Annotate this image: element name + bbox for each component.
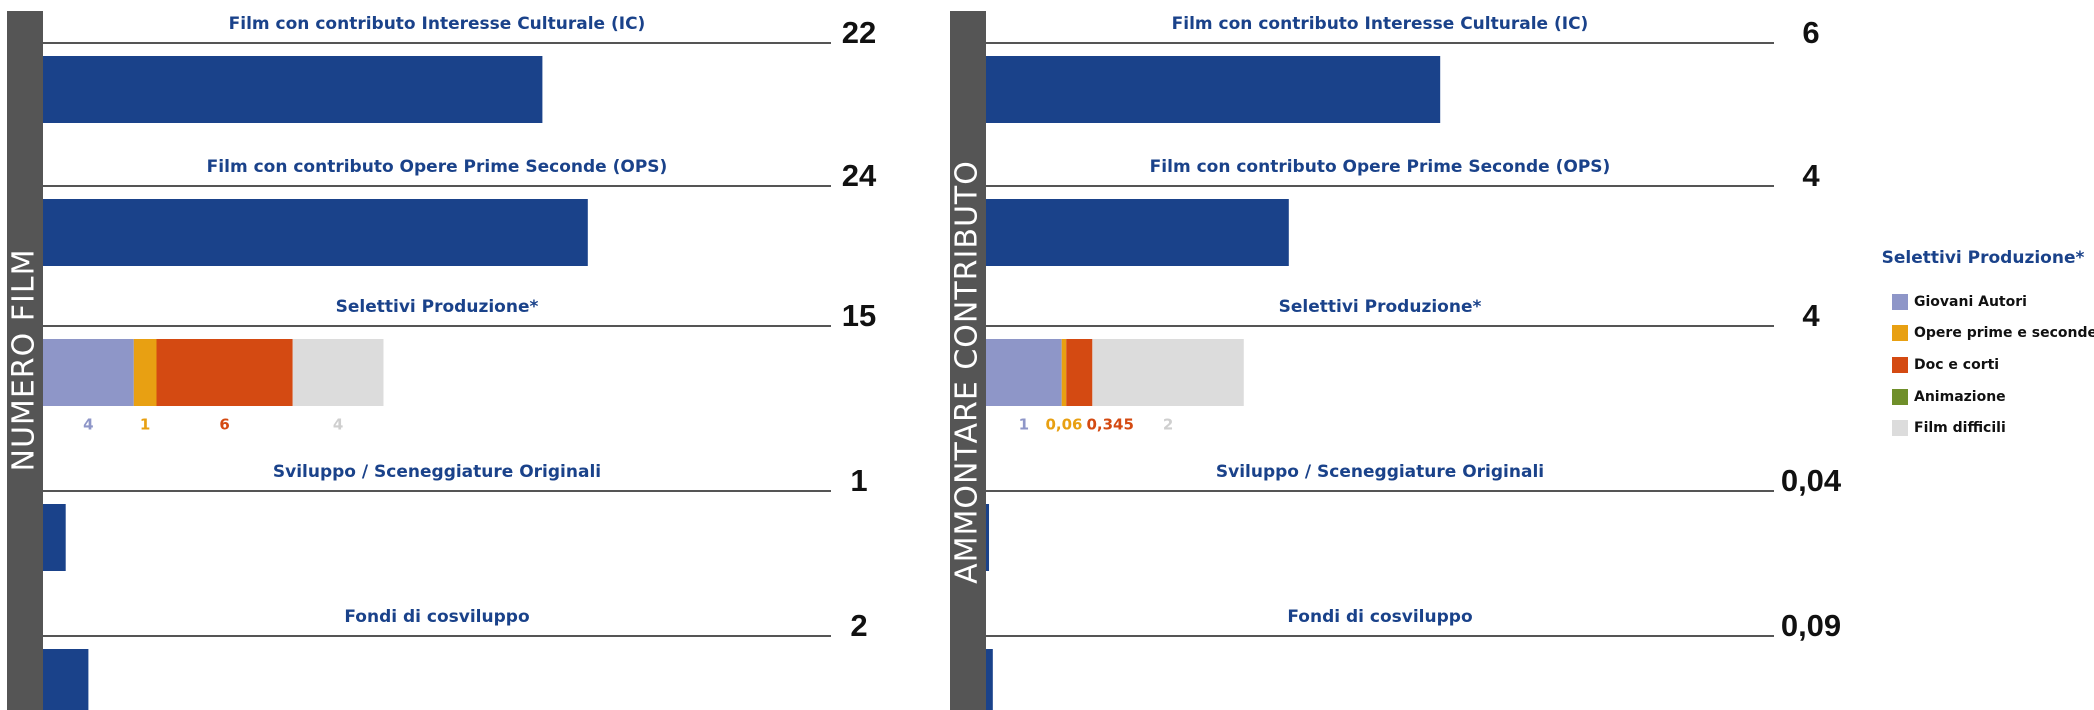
legend-label: Film difficili	[1914, 420, 2006, 436]
bar-segment	[986, 339, 1062, 406]
row-title: Selettivi Produzione*	[336, 297, 539, 317]
row-title: Fondi di cosviluppo	[344, 607, 529, 627]
row-total: 15	[842, 298, 876, 333]
row-total: 24	[842, 158, 877, 193]
bar-segment	[1066, 339, 1093, 406]
legend-label: Animazione	[1914, 389, 2006, 405]
segment-label: 0,06	[1045, 416, 1082, 434]
legend-swatch	[1892, 294, 1908, 310]
bar	[43, 199, 588, 266]
row-title: Sviluppo / Sceneggiature Originali	[273, 462, 601, 482]
bar	[986, 504, 990, 571]
legend-label: Opere prime e seconde	[1914, 325, 2094, 341]
row-total: 0,09	[1781, 608, 1841, 643]
axis-band	[950, 11, 986, 710]
row-total: 2	[850, 608, 867, 643]
bar-segment	[133, 339, 157, 406]
legend-label: Doc e corti	[1914, 357, 1999, 373]
axis-band	[7, 11, 43, 710]
row-title: Film con contributo Interesse Culturale …	[1172, 14, 1589, 34]
bar-segment	[156, 339, 293, 406]
segment-label: 2	[1163, 416, 1173, 434]
bar-segment	[1092, 339, 1244, 406]
segment-label: 1	[1019, 416, 1029, 434]
axis-label: NUMERO FILM	[7, 249, 42, 472]
row-title: Fondi di cosviluppo	[1287, 607, 1472, 627]
segment-label: 4	[83, 416, 93, 434]
legend-swatch	[1892, 420, 1908, 436]
row-title: Film con contributo Opere Prime Seconde …	[207, 157, 668, 177]
row-title: Selettivi Produzione*	[1279, 297, 1482, 317]
segment-label: 6	[219, 416, 229, 434]
bar	[43, 56, 543, 123]
bar	[43, 649, 89, 710]
legend-title: Selettivi Produzione*	[1882, 248, 2085, 268]
row-total: 4	[1802, 158, 1820, 193]
bar-segment	[43, 339, 134, 406]
bar	[986, 649, 993, 710]
legend-swatch	[1892, 357, 1908, 373]
bar-segment	[1061, 339, 1067, 406]
row-total: 6	[1802, 15, 1819, 50]
segment-label: 0,345	[1086, 416, 1133, 434]
bar	[986, 56, 1441, 123]
bar-segment	[292, 339, 384, 406]
row-total: 4	[1802, 298, 1820, 333]
row-total: 0,04	[1781, 463, 1842, 498]
legend-swatch	[1892, 389, 1908, 405]
legend-label: Giovani Autori	[1914, 294, 2027, 310]
row-title: Film con contributo Opere Prime Seconde …	[1150, 157, 1611, 177]
legend-swatch	[1892, 325, 1908, 341]
row-total: 22	[842, 15, 876, 50]
row-title: Film con contributo Interesse Culturale …	[229, 14, 646, 34]
bar	[43, 504, 66, 571]
row-total: 1	[850, 463, 867, 498]
segment-label: 4	[333, 416, 343, 434]
segment-label: 1	[140, 416, 150, 434]
axis-label: AMMONTARE CONTRIBUTO	[950, 160, 985, 584]
row-title: Sviluppo / Sceneggiature Originali	[1216, 462, 1544, 482]
bar	[986, 199, 1289, 266]
